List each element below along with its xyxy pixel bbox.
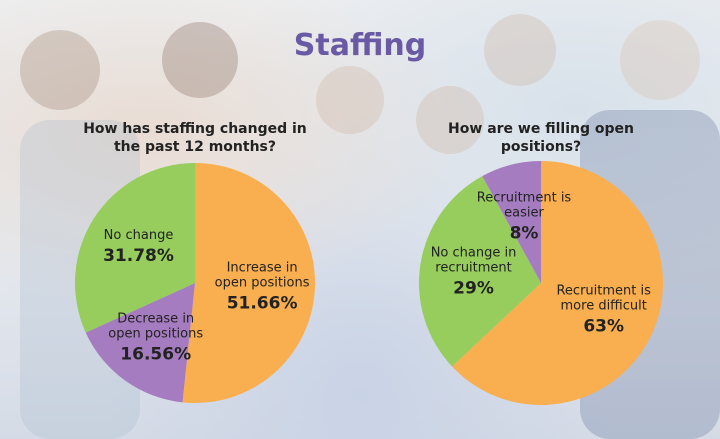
pie-slice [452,161,663,405]
slice-category: No change [103,227,174,243]
slice-label: No change in recruitment 29% [422,246,526,299]
pie-slice [419,176,541,367]
pie-title: How has staffing changed in the past 12 … [83,121,307,155]
slice-value: 8% [509,223,539,244]
slice-value: 31.78% [103,245,174,266]
slice-value: 51.66% [226,293,298,313]
slice-category: Increase in open positions [214,260,310,290]
pie-slice [182,163,315,403]
slice-value: 63% [583,316,625,337]
slice-category: Decrease in open positions [108,311,204,341]
slice-label: Increase in open positions 51.66% [210,260,314,313]
pie-slice [482,161,541,283]
pie-slice [85,283,195,403]
slice-label: Recruitment is more difficult 63% [552,284,656,337]
slice-value: 29% [453,278,494,299]
slice-value: 16.56% [120,344,192,364]
slice-category: Recruitment is more difficult [556,283,651,314]
pie-title: How are we filling open positions? [448,121,634,155]
slice-label: Recruitment is easier 8% [472,190,576,243]
page-title: Staffing [293,28,427,63]
slice-label: No change 31.78% [87,228,191,266]
slice-label: Decrease in open positions 16.56% [104,311,208,364]
pie-slice [74,163,195,333]
slice-category: Recruitment is easier [476,190,572,221]
slice-category: No change in recruitment [430,245,517,276]
